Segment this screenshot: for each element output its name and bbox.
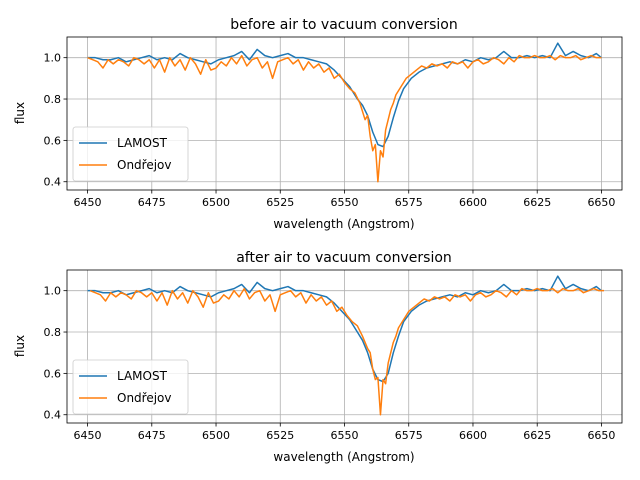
x-tick-label: 6525 bbox=[266, 196, 294, 209]
legend: LAMOST Ondřejov bbox=[72, 126, 189, 182]
x-tick-label: 6575 bbox=[395, 196, 423, 209]
y-tick-label: 0.8 bbox=[44, 326, 62, 339]
legend-box bbox=[72, 359, 189, 415]
y-axis-label: flux bbox=[13, 102, 27, 124]
x-tick-label: 6650 bbox=[587, 196, 615, 209]
legend: LAMOST Ondřejov bbox=[72, 359, 189, 415]
x-tick-label: 6600 bbox=[459, 196, 487, 209]
legend-label: Ondřejov bbox=[117, 158, 172, 172]
series-line-ondrejov bbox=[87, 54, 602, 183]
x-tick-label: 6575 bbox=[395, 429, 423, 442]
x-tick-label: 6550 bbox=[331, 429, 359, 442]
x-tick-label: 6525 bbox=[266, 429, 294, 442]
x-tick-label: 6475 bbox=[138, 429, 166, 442]
y-tick-label: 0.6 bbox=[44, 134, 62, 147]
legend-label: Ondřejov bbox=[117, 391, 172, 405]
x-tick-label: 6500 bbox=[202, 429, 230, 442]
y-axis-label: flux bbox=[13, 335, 27, 357]
x-tick-label: 6450 bbox=[74, 429, 102, 442]
series-line-lamost bbox=[87, 275, 602, 383]
chart-title: before air to vacuum conversion bbox=[230, 17, 458, 33]
y-tick-label: 0.4 bbox=[44, 176, 62, 189]
y-tick-label: 1.0 bbox=[44, 52, 62, 65]
legend-label: LAMOST bbox=[117, 136, 168, 150]
chart-title: after air to vacuum conversion bbox=[236, 250, 452, 266]
x-tick-label: 6625 bbox=[523, 429, 551, 442]
y-tick-label: 0.6 bbox=[44, 367, 62, 380]
x-axis-label: wavelength (Angstrom) bbox=[273, 450, 414, 464]
x-tick-label: 6450 bbox=[74, 196, 102, 209]
legend-label: LAMOST bbox=[117, 369, 168, 383]
x-tick-label: 6550 bbox=[331, 196, 359, 209]
series-line-ondrejov bbox=[89, 287, 605, 416]
x-axis-label: wavelength (Angstrom) bbox=[273, 217, 414, 231]
y-tick-label: 0.4 bbox=[44, 409, 62, 422]
x-tick-label: 6475 bbox=[138, 196, 166, 209]
y-tick-label: 0.8 bbox=[44, 93, 62, 106]
x-tick-label: 6650 bbox=[587, 429, 615, 442]
chart-after-conversion: after air to vacuum conversion flux wave… bbox=[13, 250, 623, 464]
y-tick-label: 1.0 bbox=[44, 285, 62, 298]
x-tick-label: 6625 bbox=[523, 196, 551, 209]
x-tick-label: 6500 bbox=[202, 196, 230, 209]
legend-box bbox=[72, 126, 189, 182]
x-tick-label: 6600 bbox=[459, 429, 487, 442]
chart-before-conversion: before air to vacuum conversion flux wav… bbox=[13, 17, 623, 231]
